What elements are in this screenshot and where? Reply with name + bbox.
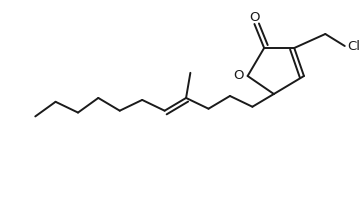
Text: O: O bbox=[234, 69, 244, 82]
Text: O: O bbox=[249, 12, 260, 24]
Text: Cl: Cl bbox=[347, 40, 359, 53]
